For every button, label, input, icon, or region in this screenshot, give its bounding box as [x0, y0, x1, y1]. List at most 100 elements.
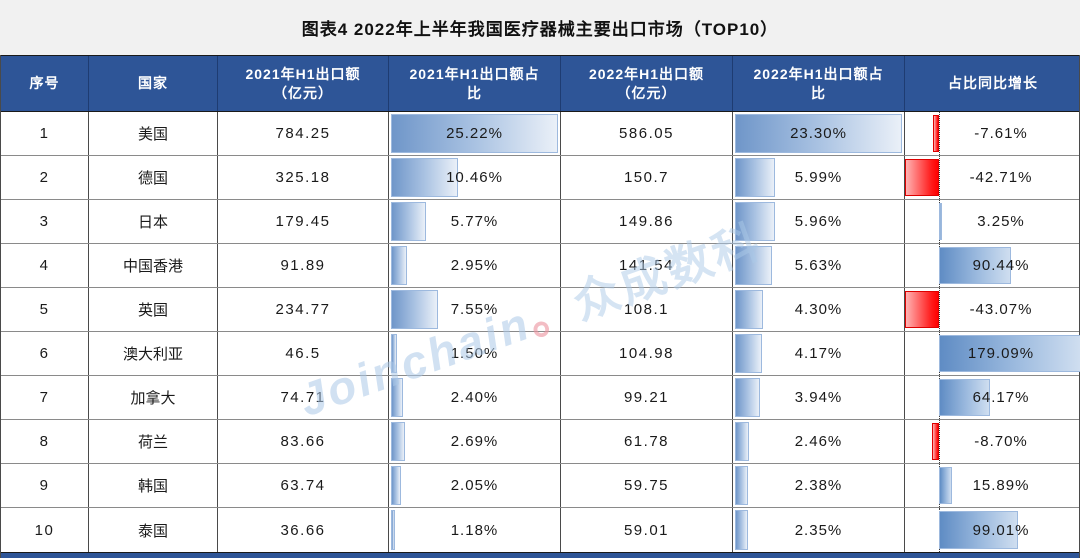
share-2021-databar [391, 466, 401, 505]
cell-export-2021: 74.71 [218, 376, 389, 419]
share-2022-value: 4.17% [794, 345, 843, 362]
growth-value: 3.25% [977, 213, 1025, 230]
cell-export-2022: 99.21 [561, 376, 733, 419]
cell-share-2021: 10.46% [389, 156, 561, 199]
growth-databar [932, 423, 940, 460]
cell-export-2021: 179.45 [218, 200, 389, 243]
cell-country: 澳大利亚 [89, 332, 218, 375]
share-2021-value: 1.50% [450, 345, 499, 362]
cell-country: 德国 [89, 156, 218, 199]
growth-databar [939, 335, 1080, 372]
col-header-growth: 占比同比增长 [948, 75, 1038, 91]
growth-value: 99.01% [972, 521, 1030, 539]
col-header-index: 序号 [1, 56, 89, 111]
share-2022-databar [735, 422, 750, 461]
share-2021-value: 25.22% [446, 125, 503, 142]
col-header-export-2022: 2022年H1出口额 （亿元） [561, 56, 733, 111]
cell-growth: -42.71% [905, 156, 1080, 199]
cell-share-2022: 5.63% [733, 244, 905, 287]
share-2022-value: 2.38% [794, 477, 843, 494]
cell-growth: 15.89% [905, 464, 1080, 507]
share-2021-value: 2.40% [450, 389, 499, 406]
share-2022-databar [735, 290, 763, 329]
cell-rank: 1 [1, 112, 89, 155]
share-2021-databar [391, 422, 406, 461]
col-header-share-2021: 2021年H1出口额占比 [389, 56, 561, 111]
share-2021-value: 1.18% [450, 521, 499, 539]
share-2022-databar [735, 114, 902, 153]
cell-share-2021: 1.18% [389, 508, 561, 552]
table-row: 6 澳大利亚 46.5 1.50% 104.98 4.17% 179.09% [1, 332, 1080, 376]
cell-country: 日本 [89, 200, 218, 243]
cell-export-2022: 59.01 [561, 508, 733, 552]
cell-rank: 5 [1, 288, 89, 331]
chart-title: 图表4 2022年上半年我国医疗器械主要出口市场（TOP10） [301, 20, 779, 39]
growth-zero-axis [939, 420, 941, 463]
title-bar: 图表4 2022年上半年我国医疗器械主要出口市场（TOP10） [0, 0, 1080, 55]
cell-growth: 64.17% [905, 376, 1080, 419]
share-2021-databar [391, 334, 398, 373]
growth-zero-axis [939, 288, 941, 331]
cell-country: 泰国 [89, 508, 218, 552]
cell-rank: 4 [1, 244, 89, 287]
share-2022-value: 2.46% [794, 433, 843, 450]
growth-value: -8.70% [974, 433, 1028, 450]
share-2022-value: 5.63% [794, 257, 843, 274]
table-row: 5 英国 234.77 7.55% 108.1 4.30% -43.07% [1, 288, 1079, 332]
cell-share-2021: 5.77% [389, 200, 561, 243]
share-2021-value: 10.46% [446, 169, 503, 186]
share-2021-databar [391, 202, 427, 241]
growth-databar [939, 379, 990, 416]
table-row: 2 德国 325.18 10.46% 150.7 5.99% -42.71% [1, 156, 1079, 200]
share-2022-databar [735, 334, 762, 373]
cell-country: 加拿大 [89, 376, 218, 419]
cell-country: 韩国 [89, 464, 218, 507]
table-row: 3 日本 179.45 5.77% 149.86 5.96% 3.25% [1, 200, 1079, 244]
share-2022-value: 23.30% [790, 125, 847, 142]
cell-share-2021: 25.22% [389, 112, 561, 155]
cell-share-2022: 3.94% [733, 376, 905, 419]
share-2021-databar [391, 158, 458, 197]
cell-export-2021: 83.66 [218, 420, 389, 463]
share-2022-databar [735, 510, 749, 550]
cell-export-2022: 108.1 [561, 288, 733, 331]
share-2021-databar [391, 114, 558, 153]
cell-rank: 7 [1, 376, 89, 419]
share-2021-databar [391, 246, 407, 285]
cell-export-2022: 586.05 [561, 112, 733, 155]
share-2022-value: 5.96% [794, 213, 843, 230]
cell-share-2022: 4.30% [733, 288, 905, 331]
share-2022-value: 3.94% [794, 389, 843, 406]
cell-share-2022: 2.35% [733, 508, 905, 552]
growth-value: 90.44% [972, 257, 1030, 274]
cell-export-2021: 91.89 [218, 244, 389, 287]
growth-databar [933, 115, 940, 152]
cell-rank: 10 [1, 508, 89, 552]
growth-databar [905, 159, 940, 196]
cell-share-2022: 5.99% [733, 156, 905, 199]
share-2021-value: 5.77% [450, 213, 499, 230]
cell-country: 中国香港 [89, 244, 218, 287]
cell-export-2021: 325.18 [218, 156, 389, 199]
col-header-export-2021: 2021年H1出口额 （亿元） [218, 56, 389, 111]
cell-share-2022: 2.46% [733, 420, 905, 463]
cell-share-2021: 2.69% [389, 420, 561, 463]
growth-value: -43.07% [969, 301, 1033, 318]
cell-export-2022: 150.7 [561, 156, 733, 199]
cell-country: 荷兰 [89, 420, 218, 463]
cell-share-2022: 23.30% [733, 112, 905, 155]
col-header-country: 国家 [89, 56, 218, 111]
share-2021-value: 2.69% [450, 433, 499, 450]
cell-export-2021: 784.25 [218, 112, 389, 155]
growth-databar [939, 467, 952, 504]
share-2021-value: 7.55% [450, 301, 499, 318]
growth-databar [939, 511, 1018, 549]
table-body: 1 美国 784.25 25.22% 586.05 23.30% -7.61% … [1, 112, 1080, 552]
share-2022-value: 4.30% [794, 301, 843, 318]
table-row: 10 泰国 36.66 1.18% 59.01 2.35% 99.01% [1, 508, 1079, 552]
growth-zero-axis [939, 156, 941, 199]
cell-country: 美国 [89, 112, 218, 155]
cell-share-2021: 7.55% [389, 288, 561, 331]
growth-value: 64.17% [972, 389, 1030, 406]
cell-growth: 90.44% [905, 244, 1080, 287]
